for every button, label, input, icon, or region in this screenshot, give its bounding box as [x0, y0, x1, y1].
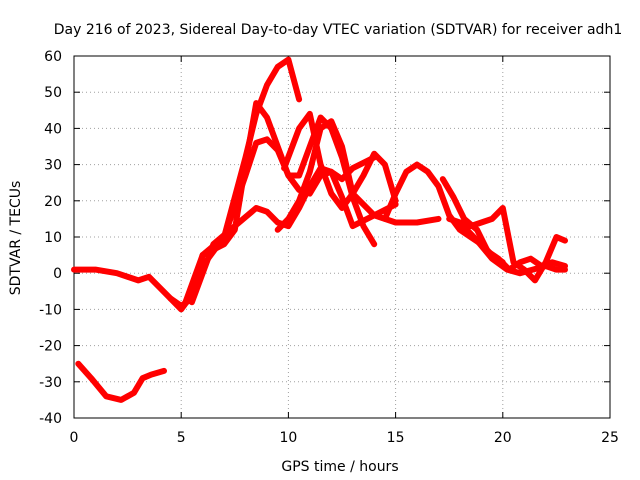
- series-line-sat-a: [71, 56, 303, 309]
- x-tick-label: 5: [177, 430, 186, 446]
- series-line-sat-d: [182, 136, 378, 306]
- y-tick-label: 40: [44, 121, 62, 137]
- y-tick-label: -30: [39, 375, 62, 391]
- series-line-sat-b: [75, 360, 167, 403]
- series-line-sat-g: [281, 110, 399, 211]
- data-series: [71, 56, 568, 403]
- y-tick-label: -20: [39, 339, 62, 355]
- y-tick-label: -10: [39, 302, 62, 318]
- y-tick-label: -40: [39, 411, 62, 427]
- x-tick-label: 25: [601, 430, 619, 446]
- x-tick-label: 15: [387, 430, 405, 446]
- y-tick-label: 30: [44, 158, 62, 174]
- y-tick-label: 20: [44, 194, 62, 210]
- axis-ticks: 0 5 10 15 20 25 -40 -30 -20 -10 0 10 20 30 40 50 60: [39, 49, 619, 446]
- series-line-sat-e: [188, 165, 399, 306]
- x-tick-label: 10: [279, 430, 297, 446]
- y-tick-label: 10: [44, 230, 62, 246]
- x-tick-label: 20: [494, 430, 512, 446]
- series-line-sat-j: [446, 205, 568, 284]
- chart-title: Day 216 of 2023, Sidereal Day-to-day VTE…: [54, 22, 622, 38]
- y-tick-label: 0: [53, 266, 62, 282]
- y-axis-label: SDTVAR / TECUs: [8, 181, 24, 296]
- x-axis-label: GPS time / hours: [281, 459, 398, 475]
- series-line-sat-f: [274, 118, 442, 233]
- x-tick-label: 0: [70, 430, 79, 446]
- y-tick-label: 50: [44, 85, 62, 101]
- series-line-sat-k: [456, 219, 568, 277]
- y-tick-label: 60: [44, 49, 62, 65]
- grid: [74, 56, 610, 418]
